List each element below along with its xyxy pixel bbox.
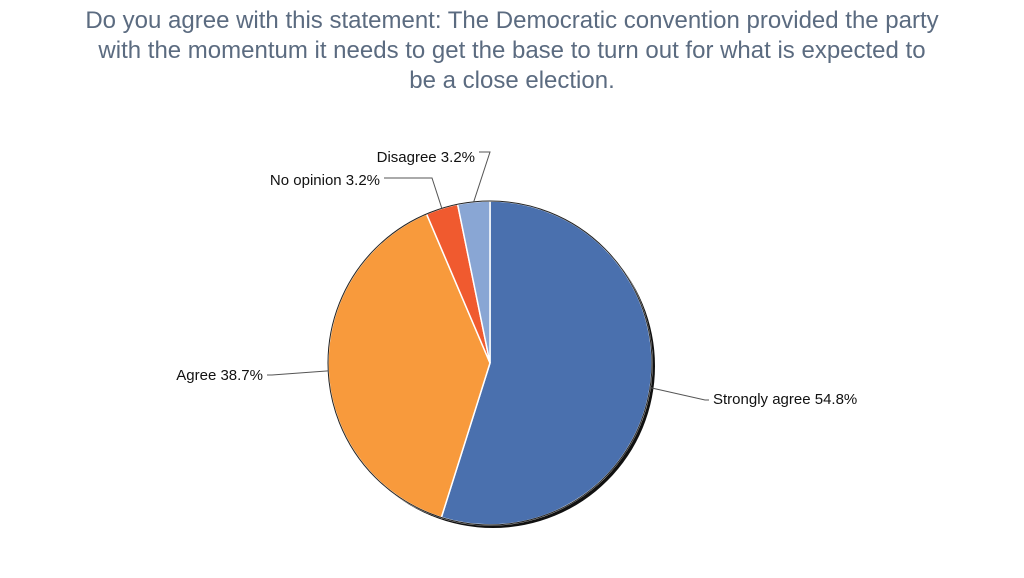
leader-lines	[267, 151, 709, 401]
leader-line-agree	[267, 370, 329, 376]
slice-label-strongly-agree: Strongly agree 54.8%	[713, 391, 857, 408]
chart-title-line-1: Do you agree with this statement: The De…	[85, 7, 939, 34]
chart-title-line-3: be a close election.	[409, 67, 615, 94]
slice-label-no-opinion: No opinion 3.2%	[270, 172, 380, 189]
slice-label-agree: Agree 38.7%	[176, 367, 263, 384]
pie-outline	[327, 200, 653, 526]
slice-label-disagree: Disagree 3.2%	[377, 149, 475, 166]
pie-slices	[327, 200, 653, 526]
leader-line-no-opinion	[384, 177, 443, 209]
slice-labels: Strongly agree 54.8% Agree 38.7% No opinio…	[176, 149, 857, 408]
chart-title-line-2: with the momentum it needs to get the ba…	[98, 37, 926, 64]
leader-line-strongly-agree	[650, 387, 709, 401]
chart-title: Do you agree with this statement: The De…	[0, 6, 1024, 96]
leader-line-disagree	[473, 151, 491, 202]
